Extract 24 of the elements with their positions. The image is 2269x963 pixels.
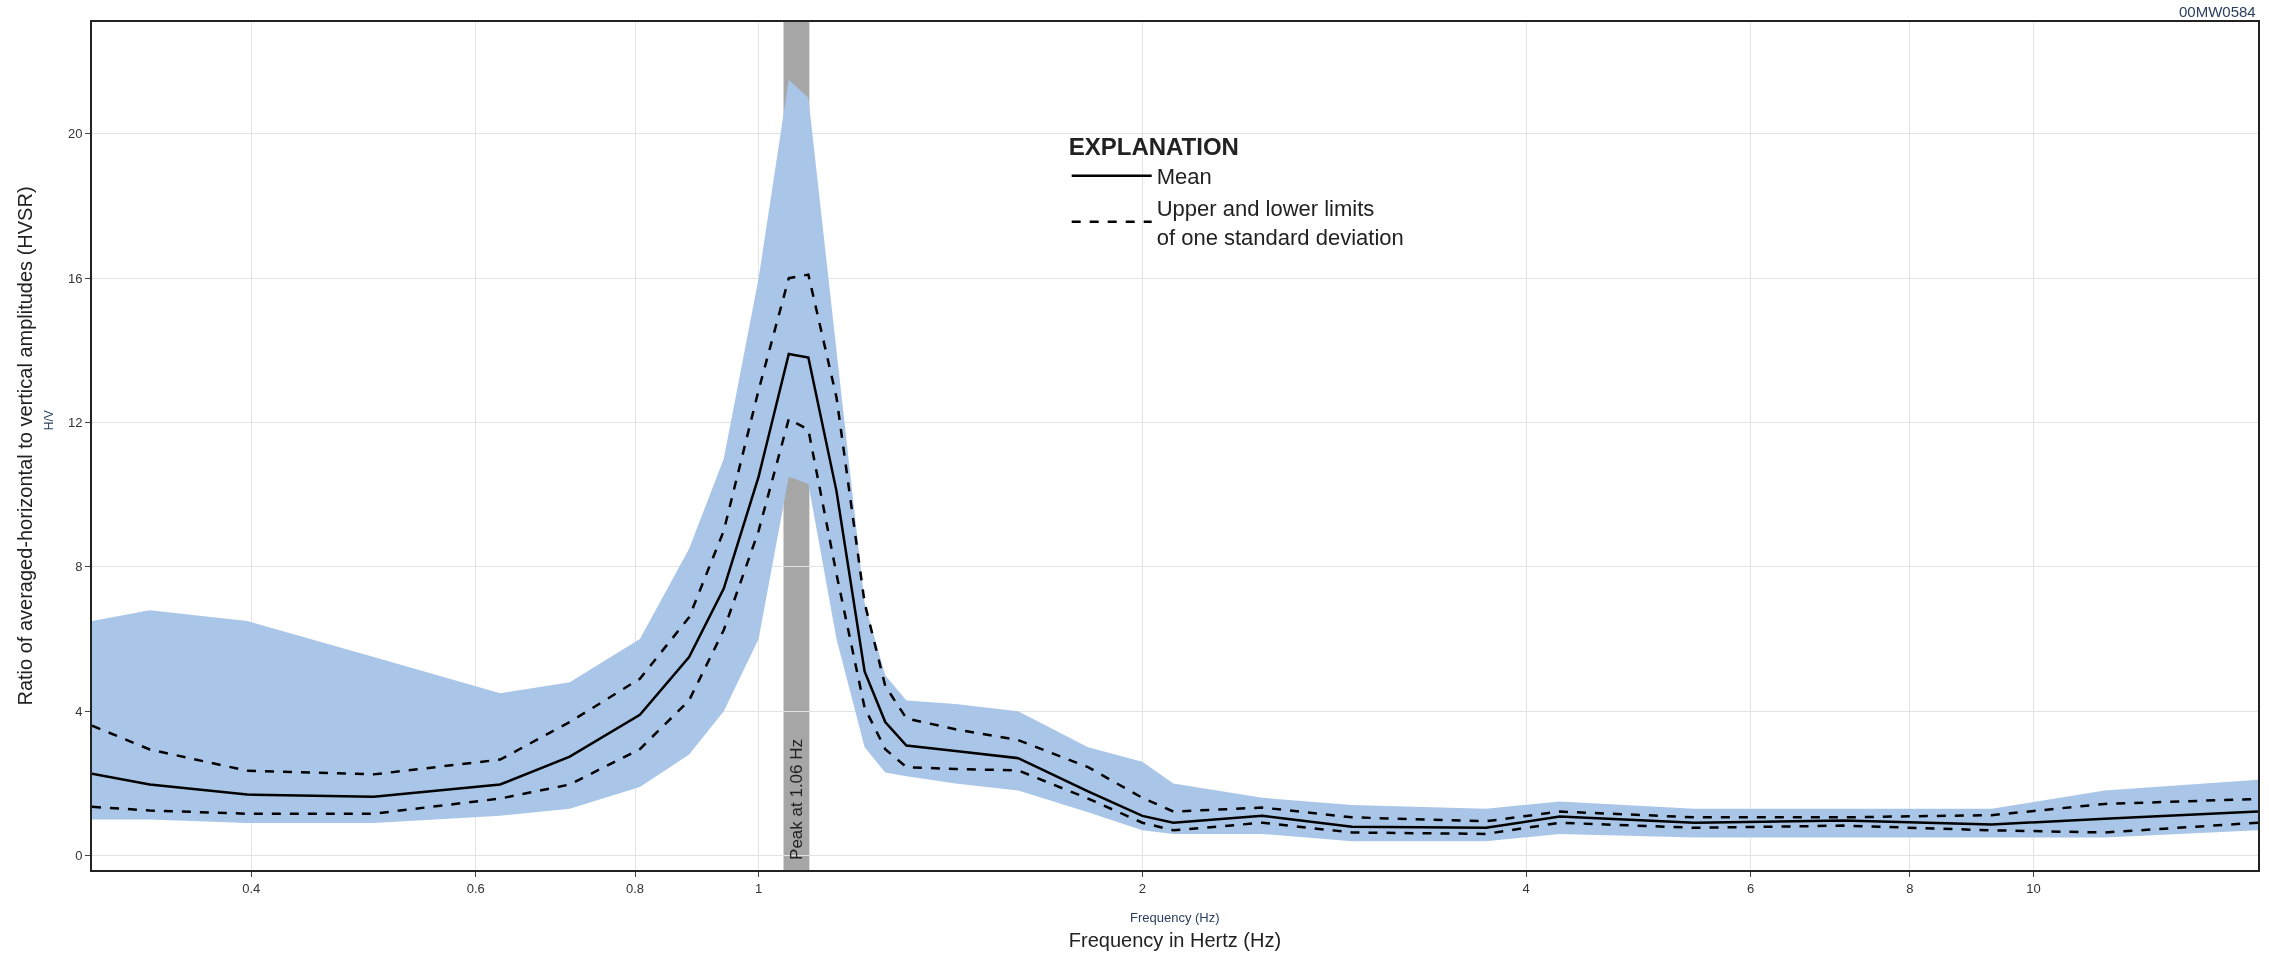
x-tick-label: 0.8 bbox=[626, 880, 645, 896]
x-tick-label: 4 bbox=[1522, 880, 1530, 896]
text: 00MW0584 bbox=[2179, 3, 2256, 20]
x-tick-label: 10 bbox=[2026, 880, 2041, 896]
y-tick-label: 8 bbox=[75, 559, 83, 575]
y-tick-label: 20 bbox=[67, 126, 83, 142]
x-tick-label: 1 bbox=[754, 880, 763, 896]
y-tick-label: 16 bbox=[67, 270, 83, 286]
text: H/V bbox=[42, 410, 57, 431]
x-axis-title: Frequency in Hertz (Hz) bbox=[1068, 928, 1282, 951]
legend-label: Upper and lower limits of one standard deviation bbox=[1156, 195, 1404, 250]
legend-title: EXPLANATION bbox=[1068, 132, 1239, 160]
x-tick-label: 0.6 bbox=[466, 880, 485, 896]
x-tick-label: 2 bbox=[1138, 880, 1147, 896]
y-axis-title: Ratio of averaged-horizontal to vertical amplitudes (HVSR) bbox=[13, 186, 36, 706]
band-label: Peak at 1.06 Hz bbox=[786, 738, 806, 860]
y-tick-label: 4 bbox=[75, 703, 83, 719]
y-tick-label: 12 bbox=[67, 415, 83, 431]
text: Frequency (Hz) bbox=[1130, 910, 1220, 925]
y-tick-label: 0 bbox=[75, 848, 83, 864]
x-tick-label: 0.4 bbox=[242, 880, 261, 896]
legend-label: Mean bbox=[1156, 164, 1212, 190]
x-tick-label: 6 bbox=[1747, 880, 1755, 896]
x-tick-label: 8 bbox=[1906, 880, 1914, 896]
